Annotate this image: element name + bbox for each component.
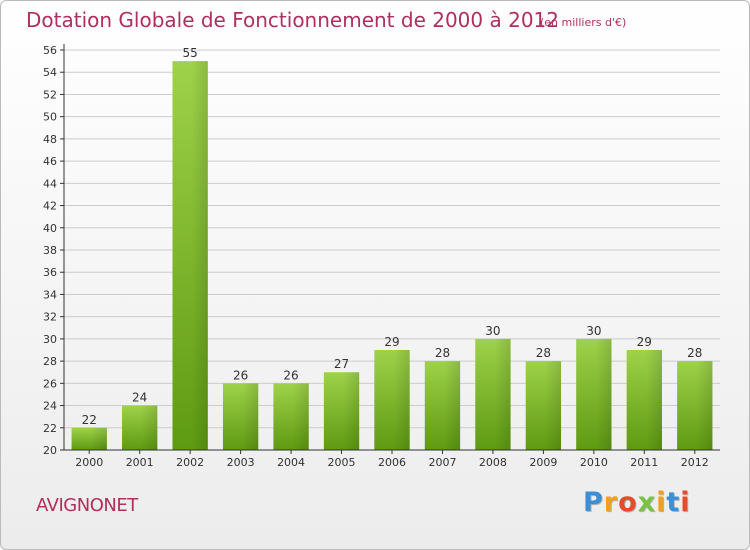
x-tick-label: 2001 (126, 456, 154, 469)
bar-shade-2000 (90, 427, 107, 450)
data-label-2011: 29 (637, 335, 652, 349)
bar-shade-2001 (141, 405, 158, 450)
y-tick-label: 38 (43, 244, 57, 257)
logo-letter: x (637, 487, 657, 518)
x-tick-label: 2008 (479, 456, 507, 469)
y-tick-label: 30 (43, 333, 57, 346)
y-tick-label: 42 (43, 200, 57, 213)
chart-title: Dotation Globale de Fonctionnement de 20… (26, 8, 559, 32)
logo-letter: P (583, 487, 604, 518)
data-label-2000: 22 (82, 413, 97, 427)
data-label-2003: 26 (233, 368, 248, 382)
data-label-2004: 26 (283, 368, 298, 382)
y-tick-label: 32 (43, 311, 57, 324)
x-tick-label: 2006 (378, 456, 406, 469)
y-tick-label: 20 (43, 444, 57, 457)
bar-shade-2004 (292, 383, 309, 450)
bar-shade-2005 (343, 372, 360, 450)
bar-shade-2008 (494, 338, 511, 450)
data-label-2009: 28 (536, 346, 551, 360)
bar-shade-2007 (444, 361, 461, 450)
x-tick-label: 2011 (630, 456, 658, 469)
bar-shade-2002 (191, 61, 208, 450)
bar-shade-2010 (595, 338, 612, 450)
commune-name: AVIGNONET (36, 495, 138, 516)
y-tick-label: 40 (43, 222, 57, 235)
bar-shade-2009 (545, 361, 562, 450)
logo-letter: t (666, 487, 681, 518)
x-tick-label: 2005 (328, 456, 356, 469)
logo-letter: i (656, 487, 667, 518)
y-tick-label: 52 (43, 88, 57, 101)
x-tick-label: 2002 (176, 456, 204, 469)
y-tick-label: 24 (43, 400, 57, 413)
y-tick-label: 36 (43, 266, 57, 279)
bars-layer: 22 24 55 26 26 27 29 28 30 28 30 29 28 (71, 46, 713, 450)
x-tick-label: 2007 (428, 456, 456, 469)
x-tick-label: 2000 (75, 456, 103, 469)
data-label-2001: 24 (132, 391, 147, 405)
data-label-2010: 30 (586, 324, 601, 338)
bar-shade-2003 (242, 383, 259, 450)
x-tick-label: 2004 (277, 456, 305, 469)
logo-letter: o (618, 487, 638, 518)
x-tick-label: 2012 (681, 456, 709, 469)
data-label-2008: 30 (485, 324, 500, 338)
x-tick-label: 2009 (529, 456, 557, 469)
y-tick-label: 34 (43, 288, 57, 301)
y-tick-label: 54 (43, 66, 57, 79)
y-tick-label: 56 (43, 44, 57, 57)
x-tick-label: 2010 (580, 456, 608, 469)
bar-shade-2012 (696, 361, 713, 450)
data-label-2007: 28 (435, 346, 450, 360)
bar-shade-2006 (393, 350, 410, 450)
data-label-2005: 27 (334, 357, 349, 371)
y-tick-label: 46 (43, 155, 57, 168)
y-tick-label: 28 (43, 355, 57, 368)
proxiti-logo: Proxiti (583, 487, 691, 518)
y-tick-label: 44 (43, 177, 57, 190)
data-label-2012: 28 (687, 346, 702, 360)
chart-subtitle: (en milliers d'€) (540, 16, 627, 29)
y-tick-label: 48 (43, 133, 57, 146)
x-tick-label: 2003 (227, 456, 255, 469)
logo-letter: r (603, 487, 619, 518)
logo-letter: i (680, 487, 691, 518)
data-label-2006: 29 (384, 335, 399, 349)
axis-layer: 20 22 24 26 28 30 32 34 36 38 40 42 44 46 48 50 52 54 56 20… (43, 44, 720, 469)
y-tick-label: 26 (43, 377, 57, 390)
y-tick-label: 50 (43, 111, 57, 124)
data-label-2002: 55 (183, 46, 198, 60)
bar-shade-2011 (646, 350, 662, 450)
y-tick-label: 22 (43, 422, 57, 435)
